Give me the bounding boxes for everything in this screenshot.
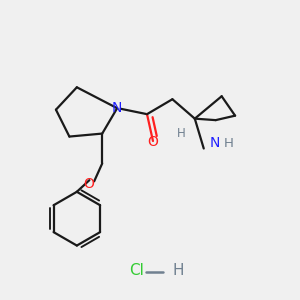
Text: O: O: [148, 135, 158, 148]
Text: Cl: Cl: [129, 263, 144, 278]
Text: H: H: [172, 263, 184, 278]
Text: H: H: [177, 127, 186, 140]
Text: N: N: [112, 100, 122, 115]
Text: O: O: [83, 177, 94, 191]
Text: H: H: [224, 136, 234, 150]
Text: N: N: [209, 136, 220, 150]
